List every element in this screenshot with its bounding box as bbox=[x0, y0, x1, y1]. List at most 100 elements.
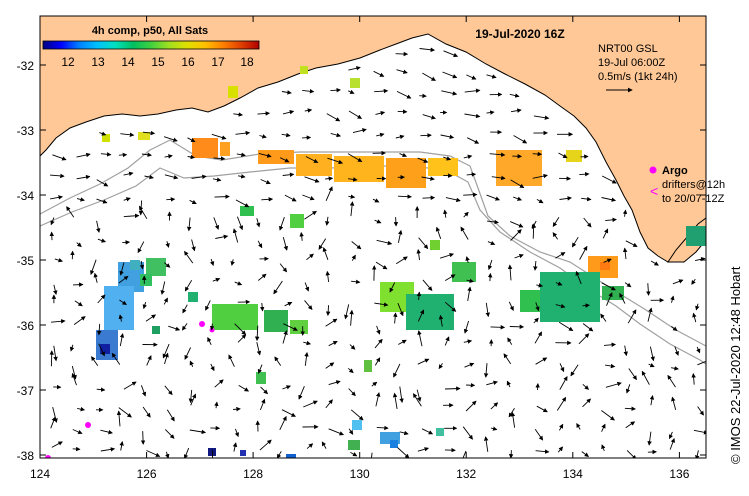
current-arrow bbox=[259, 439, 272, 451]
current-arrow bbox=[557, 446, 564, 453]
current-arrow bbox=[417, 309, 425, 322]
current-arrow bbox=[77, 406, 86, 412]
current-arrow bbox=[207, 337, 212, 345]
current-arrow bbox=[97, 238, 107, 243]
current-arrow bbox=[460, 226, 469, 240]
current-arrow bbox=[348, 194, 356, 199]
current-arrow bbox=[168, 325, 181, 331]
current-arrow bbox=[256, 218, 261, 228]
current-arrow bbox=[261, 197, 274, 202]
current-arrow bbox=[232, 228, 239, 243]
current-arrow bbox=[72, 429, 83, 435]
current-arrow bbox=[510, 179, 525, 188]
current-arrow bbox=[49, 173, 65, 179]
current-arrow bbox=[376, 325, 381, 335]
current-arrow bbox=[463, 192, 478, 197]
colorbar-tick: 18 bbox=[240, 55, 254, 69]
current-arrow bbox=[165, 451, 170, 458]
current-arrow bbox=[463, 339, 473, 344]
current-arrow bbox=[399, 152, 407, 158]
current-arrow bbox=[552, 232, 558, 240]
current-arrow bbox=[183, 447, 190, 458]
current-arrow bbox=[602, 228, 609, 239]
current-arrow bbox=[443, 209, 448, 218]
current-arrow bbox=[581, 196, 592, 202]
current-arrow bbox=[164, 385, 173, 396]
current-arrow bbox=[91, 356, 99, 366]
current-arrow bbox=[374, 302, 389, 307]
current-arrow bbox=[396, 69, 408, 74]
current-arrow bbox=[416, 248, 421, 261]
current-arrow bbox=[93, 272, 98, 283]
current-arrow bbox=[417, 358, 430, 365]
sst-colorbar: 4h comp, p50, All Sats 12 13 14 15 16 17… bbox=[42, 25, 260, 69]
current-arrow bbox=[74, 300, 83, 307]
current-arrow bbox=[393, 363, 401, 378]
current-arrow bbox=[189, 429, 207, 435]
current-arrow bbox=[164, 154, 173, 159]
current-arrow bbox=[625, 240, 638, 247]
current-arrow bbox=[691, 373, 696, 385]
current-arrow bbox=[489, 152, 506, 157]
x-tick-label: 134 bbox=[563, 467, 583, 481]
current-arrow bbox=[579, 171, 590, 177]
current-arrow bbox=[375, 392, 381, 407]
current-arrow bbox=[416, 291, 422, 301]
current-arrow bbox=[145, 314, 157, 322]
current-arrow bbox=[445, 197, 461, 203]
current-arrow bbox=[209, 258, 215, 267]
current-arrow bbox=[279, 263, 288, 273]
current-arrow bbox=[50, 319, 66, 324]
current-arrow bbox=[209, 323, 215, 331]
current-arrow bbox=[487, 259, 493, 271]
current-arrow bbox=[650, 260, 659, 266]
argo-float bbox=[85, 422, 91, 428]
current-arrow bbox=[54, 258, 64, 263]
current-arrow bbox=[395, 134, 405, 140]
current-arrow bbox=[98, 343, 105, 357]
current-arrow bbox=[443, 50, 459, 58]
current-arrow bbox=[628, 368, 637, 381]
current-arrow bbox=[419, 93, 427, 99]
current-arrow bbox=[603, 342, 617, 347]
current-arrow bbox=[99, 131, 107, 136]
current-arrow bbox=[466, 172, 477, 177]
drifters-line-1: drifters@12h bbox=[662, 179, 725, 191]
x-tick-label: 136 bbox=[669, 467, 689, 481]
current-arrow bbox=[582, 383, 590, 390]
current-arrow bbox=[100, 429, 113, 435]
current-arrow bbox=[559, 196, 572, 201]
current-arrow bbox=[649, 395, 655, 406]
current-arrow bbox=[282, 110, 295, 115]
current-arrow bbox=[164, 429, 175, 439]
current-arrow bbox=[583, 217, 592, 228]
current-arrow bbox=[444, 336, 450, 346]
current-arrow bbox=[465, 400, 477, 412]
current-arrow bbox=[605, 363, 616, 369]
current-arrow bbox=[236, 152, 246, 157]
current-arrow bbox=[282, 236, 288, 251]
current-arrow bbox=[490, 402, 499, 410]
current-arrow bbox=[144, 174, 154, 180]
drifters-line-2: to 20/07-12Z bbox=[662, 193, 725, 205]
current-arrow bbox=[190, 393, 197, 406]
current-arrow bbox=[555, 303, 566, 309]
current-arrow bbox=[601, 282, 616, 291]
current-arrow bbox=[417, 447, 430, 452]
current-arrow bbox=[582, 323, 594, 332]
current-arrow bbox=[695, 257, 706, 262]
current-arrow bbox=[214, 194, 230, 199]
current-arrow bbox=[140, 385, 147, 397]
current-arrow bbox=[351, 279, 361, 285]
current-arrow bbox=[508, 407, 515, 418]
current-arrow bbox=[420, 133, 432, 138]
current-arrow bbox=[235, 130, 251, 136]
current-arrow bbox=[422, 72, 436, 81]
current-arrow bbox=[236, 216, 244, 231]
current-arrow bbox=[503, 353, 512, 365]
current-arrow bbox=[50, 416, 56, 429]
current-arrow bbox=[417, 330, 423, 347]
credit-text: © IMOS 22-Jul-2020 12:48 Hobart bbox=[728, 266, 743, 464]
current-arrow bbox=[533, 260, 538, 271]
current-vectors bbox=[49, 47, 706, 458]
